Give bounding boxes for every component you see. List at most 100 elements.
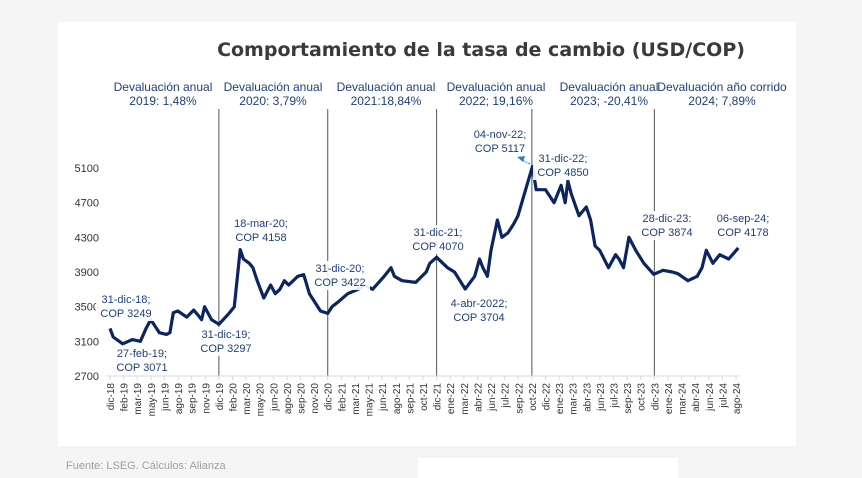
arrow-icon (517, 156, 531, 165)
x-tick-label: dic-23 (650, 383, 661, 411)
x-tick-label: oct-22 (528, 383, 539, 411)
point-annotation: 06-sep-24; COP 4178 (713, 211, 773, 240)
x-tick-label: dic-21 (433, 383, 444, 411)
x-tick-label: jul-22 (501, 383, 512, 409)
x-tick-label: abr-22 (473, 383, 484, 412)
point-annotation: 18-mar-20; COP 4158 (231, 216, 291, 245)
x-tick-label: sep-19 (188, 383, 199, 414)
x-tick-label: jul-24 (718, 383, 729, 409)
x-tick-label: mar-24 (678, 383, 689, 415)
x-tick-label: nov-20 (310, 383, 321, 414)
annotation-value: COP 4850 (537, 167, 588, 179)
annotation-value: COP 4070 (412, 241, 463, 253)
annotation-value: COP 3422 (314, 277, 365, 289)
annotation-date: 06-sep-24; (717, 213, 770, 225)
chart-title: Comportamiento de la tasa de cambio (USD… (217, 39, 745, 61)
x-tick-label: mar-21 (351, 383, 362, 415)
devaluation-line1: Devaluación anual (114, 80, 213, 94)
x-tick-label: dic-20 (324, 383, 335, 411)
devaluation-line2: 2021:18,84% (351, 94, 422, 108)
x-tick-label: may-19 (147, 383, 158, 417)
devaluation-line1: Devaluación anual (224, 80, 323, 94)
x-tick-label: feb-21 (337, 383, 348, 412)
x-tick-label: ene-24 (664, 383, 675, 415)
x-tick-label: nov-19 (201, 383, 212, 414)
devaluation-line2: 2020: 3,79% (239, 94, 307, 108)
devaluation-line2: 2022; 19,16% (459, 94, 533, 108)
x-tick-label: jun-22 (487, 383, 498, 412)
point-annotation: 31-dic-20; COP 3422 (310, 261, 370, 290)
annotation-value: COP 5117 (475, 143, 525, 155)
x-tick-label: ene-23 (555, 383, 566, 415)
annotation-value: COP 3704 (453, 312, 504, 324)
annotation-date: 31-dic-20; (316, 263, 365, 275)
source-note: Fuente: LSEG. Cálculos: Alianza (66, 460, 226, 472)
annotation-date: 31-dic-19; (202, 329, 251, 341)
point-annotation: 4-abr-2022; COP 3704 (449, 296, 509, 325)
annotation-value: COP 3297 (200, 343, 251, 355)
point-annotation: 31-dic-18; COP 3249 (96, 292, 156, 321)
x-tick-label: jun-24 (705, 383, 716, 412)
x-tick-label: jun-20 (269, 383, 280, 412)
blank-box (418, 458, 678, 478)
x-tick-label: may-20 (256, 383, 267, 417)
x-tick-label: ago-19 (174, 383, 185, 415)
x-axis: dic-18 feb-19 mar-19 may-19 jun-19 ago-19 sep-… (106, 375, 743, 417)
devaluation-line1: Devaluación año corrido (657, 80, 787, 94)
x-tick-label: sep-20 (297, 383, 308, 414)
point-annotation: 27-feb-19; COP 3071 (112, 346, 172, 375)
annotation-value: COP 4158 (235, 232, 286, 244)
x-tick-label: ene-22 (446, 383, 457, 415)
x-tick-label: abr-23 (582, 383, 593, 412)
devaluation-line1: Devaluación anual (447, 80, 546, 94)
x-tick-label: oct-21 (419, 383, 430, 411)
point-annotation: 31-dic-19; COP 3297 (196, 327, 256, 356)
x-tick-label: ago-20 (283, 383, 294, 415)
y-tick-label: 5100 (75, 163, 99, 175)
devaluation-line2: 2023; -20,41% (570, 94, 648, 108)
annotation-date: 31-dic-22; (539, 153, 588, 165)
x-tick-label: jun-23 (596, 383, 607, 412)
x-tick-label: feb-20 (228, 383, 239, 412)
point-annotation: 04-nov-22; COP 5117 (470, 127, 530, 156)
annotation-date: 04-nov-22; (474, 129, 527, 141)
x-tick-label: dic-22 (541, 383, 552, 411)
point-annotations: 31-dic-18; COP 3249 27-feb-19; COP 3071 31-d… (96, 127, 773, 375)
point-annotation: 31-dic-21; COP 4070 (408, 225, 468, 254)
annotation-date: 31-dic-18; (102, 294, 151, 306)
y-tick-label: 4700 (75, 198, 99, 210)
x-tick-label: mar-22 (460, 383, 471, 415)
annotation-value: COP 4178 (717, 227, 768, 239)
annotation-date: 18-mar-20; (234, 218, 288, 230)
devaluation-line1: Devaluación anual (560, 80, 659, 94)
y-tick-label: 3900 (75, 267, 99, 279)
x-tick-label: dic-18 (106, 383, 117, 411)
x-tick-label: ago-21 (392, 383, 403, 415)
y-tick-label: 3100 (75, 336, 99, 348)
y-axis: 2700 3100 3500 3900 4300 4700 5100 (75, 163, 99, 383)
x-tick-label: sep-23 (623, 383, 634, 414)
x-tick-label: sep-21 (405, 383, 416, 414)
x-tick-label: jun-21 (378, 383, 389, 412)
point-annotation: 31-dic-22; COP 4850 (533, 151, 593, 180)
x-tick-label: dic-19 (215, 383, 226, 411)
annotation-value: COP 3249 (100, 308, 151, 320)
x-tick-label: mar-20 (242, 383, 253, 415)
series-line (108, 164, 740, 346)
annotation-date: 28-dic-23: (643, 213, 692, 225)
devaluation-line1: Devaluación anual (337, 80, 436, 94)
x-tick-label: jun-19 (160, 383, 171, 412)
x-tick-label: abr-24 (691, 383, 702, 412)
annotation-date: 4-abr-2022; (451, 298, 508, 310)
y-tick-label: 2700 (75, 371, 99, 383)
x-tick-label: mar-23 (569, 383, 580, 415)
point-annotation: 28-dic-23: COP 3874 (637, 211, 697, 240)
x-tick-label: may-21 (365, 383, 376, 417)
